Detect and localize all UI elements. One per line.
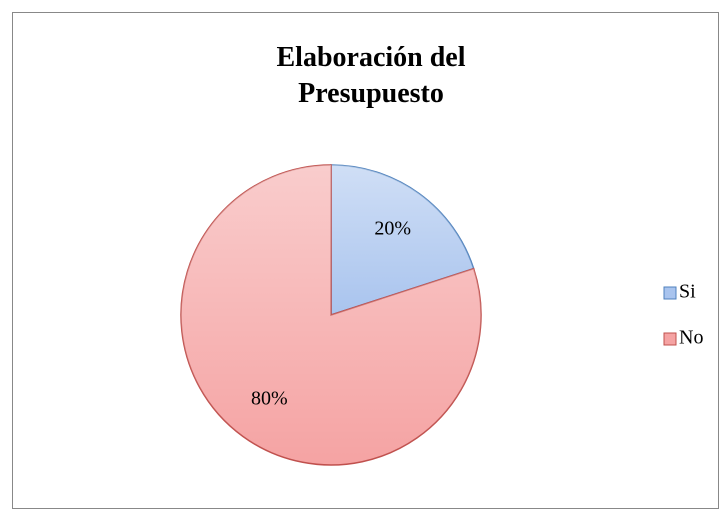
legend-swatch (663, 286, 677, 300)
chart-title: Elaboración del Presupuesto (276, 42, 466, 109)
data-label: 20% (374, 218, 411, 240)
data-label: 80% (251, 388, 288, 410)
legend-swatch (663, 332, 677, 346)
legend-label: No (679, 327, 703, 349)
slice-shine (181, 165, 482, 465)
legend-label: Si (679, 281, 696, 303)
slice-shine (331, 165, 474, 315)
